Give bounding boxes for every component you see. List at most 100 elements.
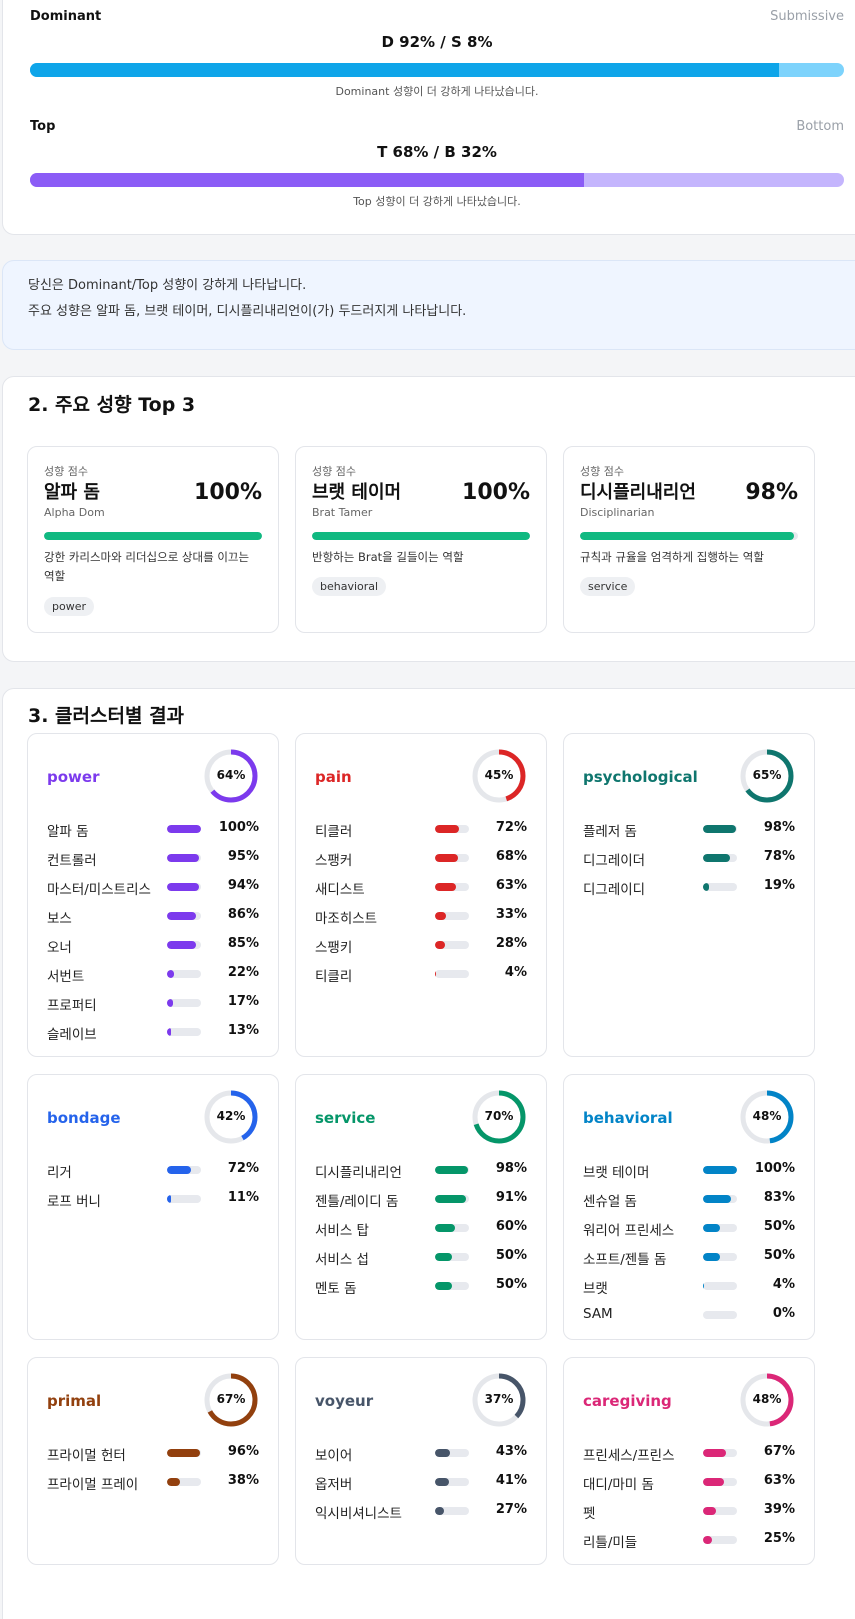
cluster-trait-bar-fill [435, 883, 457, 891]
cluster-trait-pct: 60% [495, 1219, 527, 1234]
cluster-trait-pct: 38% [227, 1473, 259, 1488]
cluster-trait-row: 알파 돔 100% [47, 819, 259, 840]
cluster-trait-bar [435, 1224, 469, 1232]
top-trait-card: 성향 점수 알파 돔 Alpha Dom 100% 강한 카리스마와 리더십으로 상대를… [27, 446, 279, 633]
cluster-trait-pct: 4% [504, 965, 527, 980]
cluster-trait-bar [167, 999, 201, 1007]
cluster-trait-bar-fill [435, 1166, 469, 1174]
ring-arc [204, 1373, 258, 1427]
cluster-card-psychological: psychological 65% 플레저 돔 98% 디그레이더 78% 디그레이디 19% [563, 733, 815, 1057]
cluster-trait-row: 프린세스/프린스 67% [583, 1443, 795, 1464]
cluster-trait-bar-fill [435, 1224, 456, 1232]
cluster-trait-pct: 98% [495, 1161, 527, 1176]
cluster-trait-label: 새디스트 [315, 882, 365, 898]
cluster-trait-row: 브랫 테이머 100% [583, 1160, 795, 1181]
cluster-score: 48% [752, 1109, 782, 1123]
cluster-trait-pct: 91% [495, 1190, 527, 1205]
cluster-trait-bar [167, 941, 201, 949]
cluster-trait-bar-fill [167, 912, 197, 920]
cluster-trait-pct: 86% [227, 907, 259, 922]
cluster-trait-bar [435, 854, 469, 862]
cluster-trait-bar [703, 1282, 737, 1290]
trait-score-bar-fill [580, 532, 794, 540]
cluster-trait-label: 펫 [583, 1506, 596, 1522]
cluster-trait-bar [703, 1311, 737, 1319]
cluster-score-ring: 70% [471, 1089, 527, 1145]
cluster-trait-row: 플레저 돔 98% [583, 819, 795, 840]
score-label: 성향 점수 [312, 465, 356, 478]
cluster-trait-bar [703, 854, 737, 862]
ring-arc [472, 1090, 526, 1144]
cluster-trait-row: 젠틀/레이디 돔 91% [315, 1189, 527, 1210]
axis-dominant: Dominant Submissive D 92% / S 8% Dominant 성… [30, 9, 844, 105]
cluster-trait-bar-fill [703, 1224, 720, 1232]
ring-arc [204, 749, 258, 803]
cluster-score-ring: 37% [471, 1372, 527, 1428]
cluster-trait-label: 오너 [47, 940, 72, 956]
cluster-trait-row: 컨트롤러 95% [47, 848, 259, 869]
cluster-trait-row: 새디스트 63% [315, 877, 527, 898]
trait-name: 브랫 테이머 [312, 482, 402, 503]
cluster-trait-label: 대디/마미 돔 [583, 1477, 654, 1493]
cluster-trait-pct: 50% [495, 1277, 527, 1292]
top-trait-card: 성향 점수 디시플리내리언 Disciplinarian 98% 규칙과 규율을 엄격하… [563, 446, 815, 633]
cluster-trait-label: 옵저버 [315, 1477, 353, 1493]
cluster-trait-bar-fill [167, 854, 200, 862]
cluster-trait-pct: 22% [227, 965, 259, 980]
cluster-trait-pct: 33% [495, 907, 527, 922]
cluster-score-ring: 42% [203, 1089, 259, 1145]
cluster-trait-bar-fill [435, 1449, 450, 1457]
cluster-trait-label: 마스터/미스트리스 [47, 882, 151, 898]
cluster-card-voyeur: voyeur 37% 보이어 43% 옵저버 41% 익시비셔니스트 27% [295, 1357, 547, 1565]
cluster-name: pain [315, 768, 352, 786]
cluster-trait-bar [167, 825, 201, 833]
cluster-trait-row: 서비스 탑 60% [315, 1218, 527, 1239]
cluster-trait-bar [703, 1253, 737, 1261]
cluster-trait-row: 익시비셔니스트 27% [315, 1501, 527, 1522]
cluster-trait-bar [167, 970, 201, 978]
cluster-score-ring: 65% [739, 748, 795, 804]
ring-chart [740, 1373, 794, 1427]
cluster-trait-row: 스팽키 28% [315, 935, 527, 956]
cluster-section: 3. 클러스터별 결과 power 64% 알파 돔 100% 컨트롤러 95% 마스터/미… [2, 688, 855, 1619]
trait-english-name: Brat Tamer [312, 506, 373, 519]
cluster-trait-bar-fill [167, 1028, 172, 1036]
cluster-trait-pct: 94% [227, 878, 259, 893]
axis-ratio: T 68% / B 32% [377, 143, 497, 161]
cluster-trait-pct: 41% [495, 1473, 527, 1488]
cluster-trait-bar [435, 970, 469, 978]
cluster-trait-label: 티클리 [315, 969, 353, 985]
cluster-score: 42% [216, 1109, 246, 1123]
ring-arc [204, 1090, 258, 1144]
cluster-trait-bar [435, 1449, 469, 1457]
trait-description: 규칙과 규율을 엄격하게 집행하는 역할 [580, 550, 764, 564]
cluster-score-ring: 45% [471, 748, 527, 804]
ring-arc [740, 749, 794, 803]
cluster-trait-pct: 67% [763, 1444, 795, 1459]
top-trait-card: 성향 점수 브랫 테이머 Brat Tamer 100% 반항하는 Brat을 길들이는… [295, 446, 547, 633]
cluster-name: caregiving [583, 1392, 672, 1410]
cluster-trait-row: 마조히스트 33% [315, 906, 527, 927]
cluster-trait-bar [703, 825, 737, 833]
cluster-trait-bar [435, 1166, 469, 1174]
axis-results-card: Dominant Submissive D 92% / S 8% Dominant 성… [2, 0, 855, 235]
cluster-trait-label: 보이어 [315, 1448, 353, 1464]
trait-name: 알파 돔 [44, 482, 100, 503]
cluster-trait-row: 디그레이디 19% [583, 877, 795, 898]
cluster-trait-bar-fill [435, 1507, 445, 1515]
cluster-trait-pct: 25% [763, 1531, 795, 1546]
cluster-trait-label: 서비스 섭 [315, 1252, 369, 1268]
cluster-trait-label: 리거 [47, 1165, 72, 1181]
cluster-trait-label: 보스 [47, 911, 72, 927]
cluster-trait-bar [167, 912, 201, 920]
cluster-trait-pct: 50% [763, 1219, 795, 1234]
cluster-trait-bar [703, 1478, 737, 1486]
cluster-trait-bar-fill [703, 1536, 712, 1544]
cluster-card-service: service 70% 디시플리내리언 98% 젠틀/레이디 돔 91% 서비스 탑 60% 서… [295, 1074, 547, 1340]
cluster-trait-row: 펫 39% [583, 1501, 795, 1522]
cluster-trait-bar [703, 883, 737, 891]
cluster-trait-bar [703, 1536, 737, 1544]
cluster-trait-label: 프라이멀 프레이 [47, 1477, 139, 1493]
ring-arc [740, 1090, 794, 1144]
cluster-score-ring: 67% [203, 1372, 259, 1428]
